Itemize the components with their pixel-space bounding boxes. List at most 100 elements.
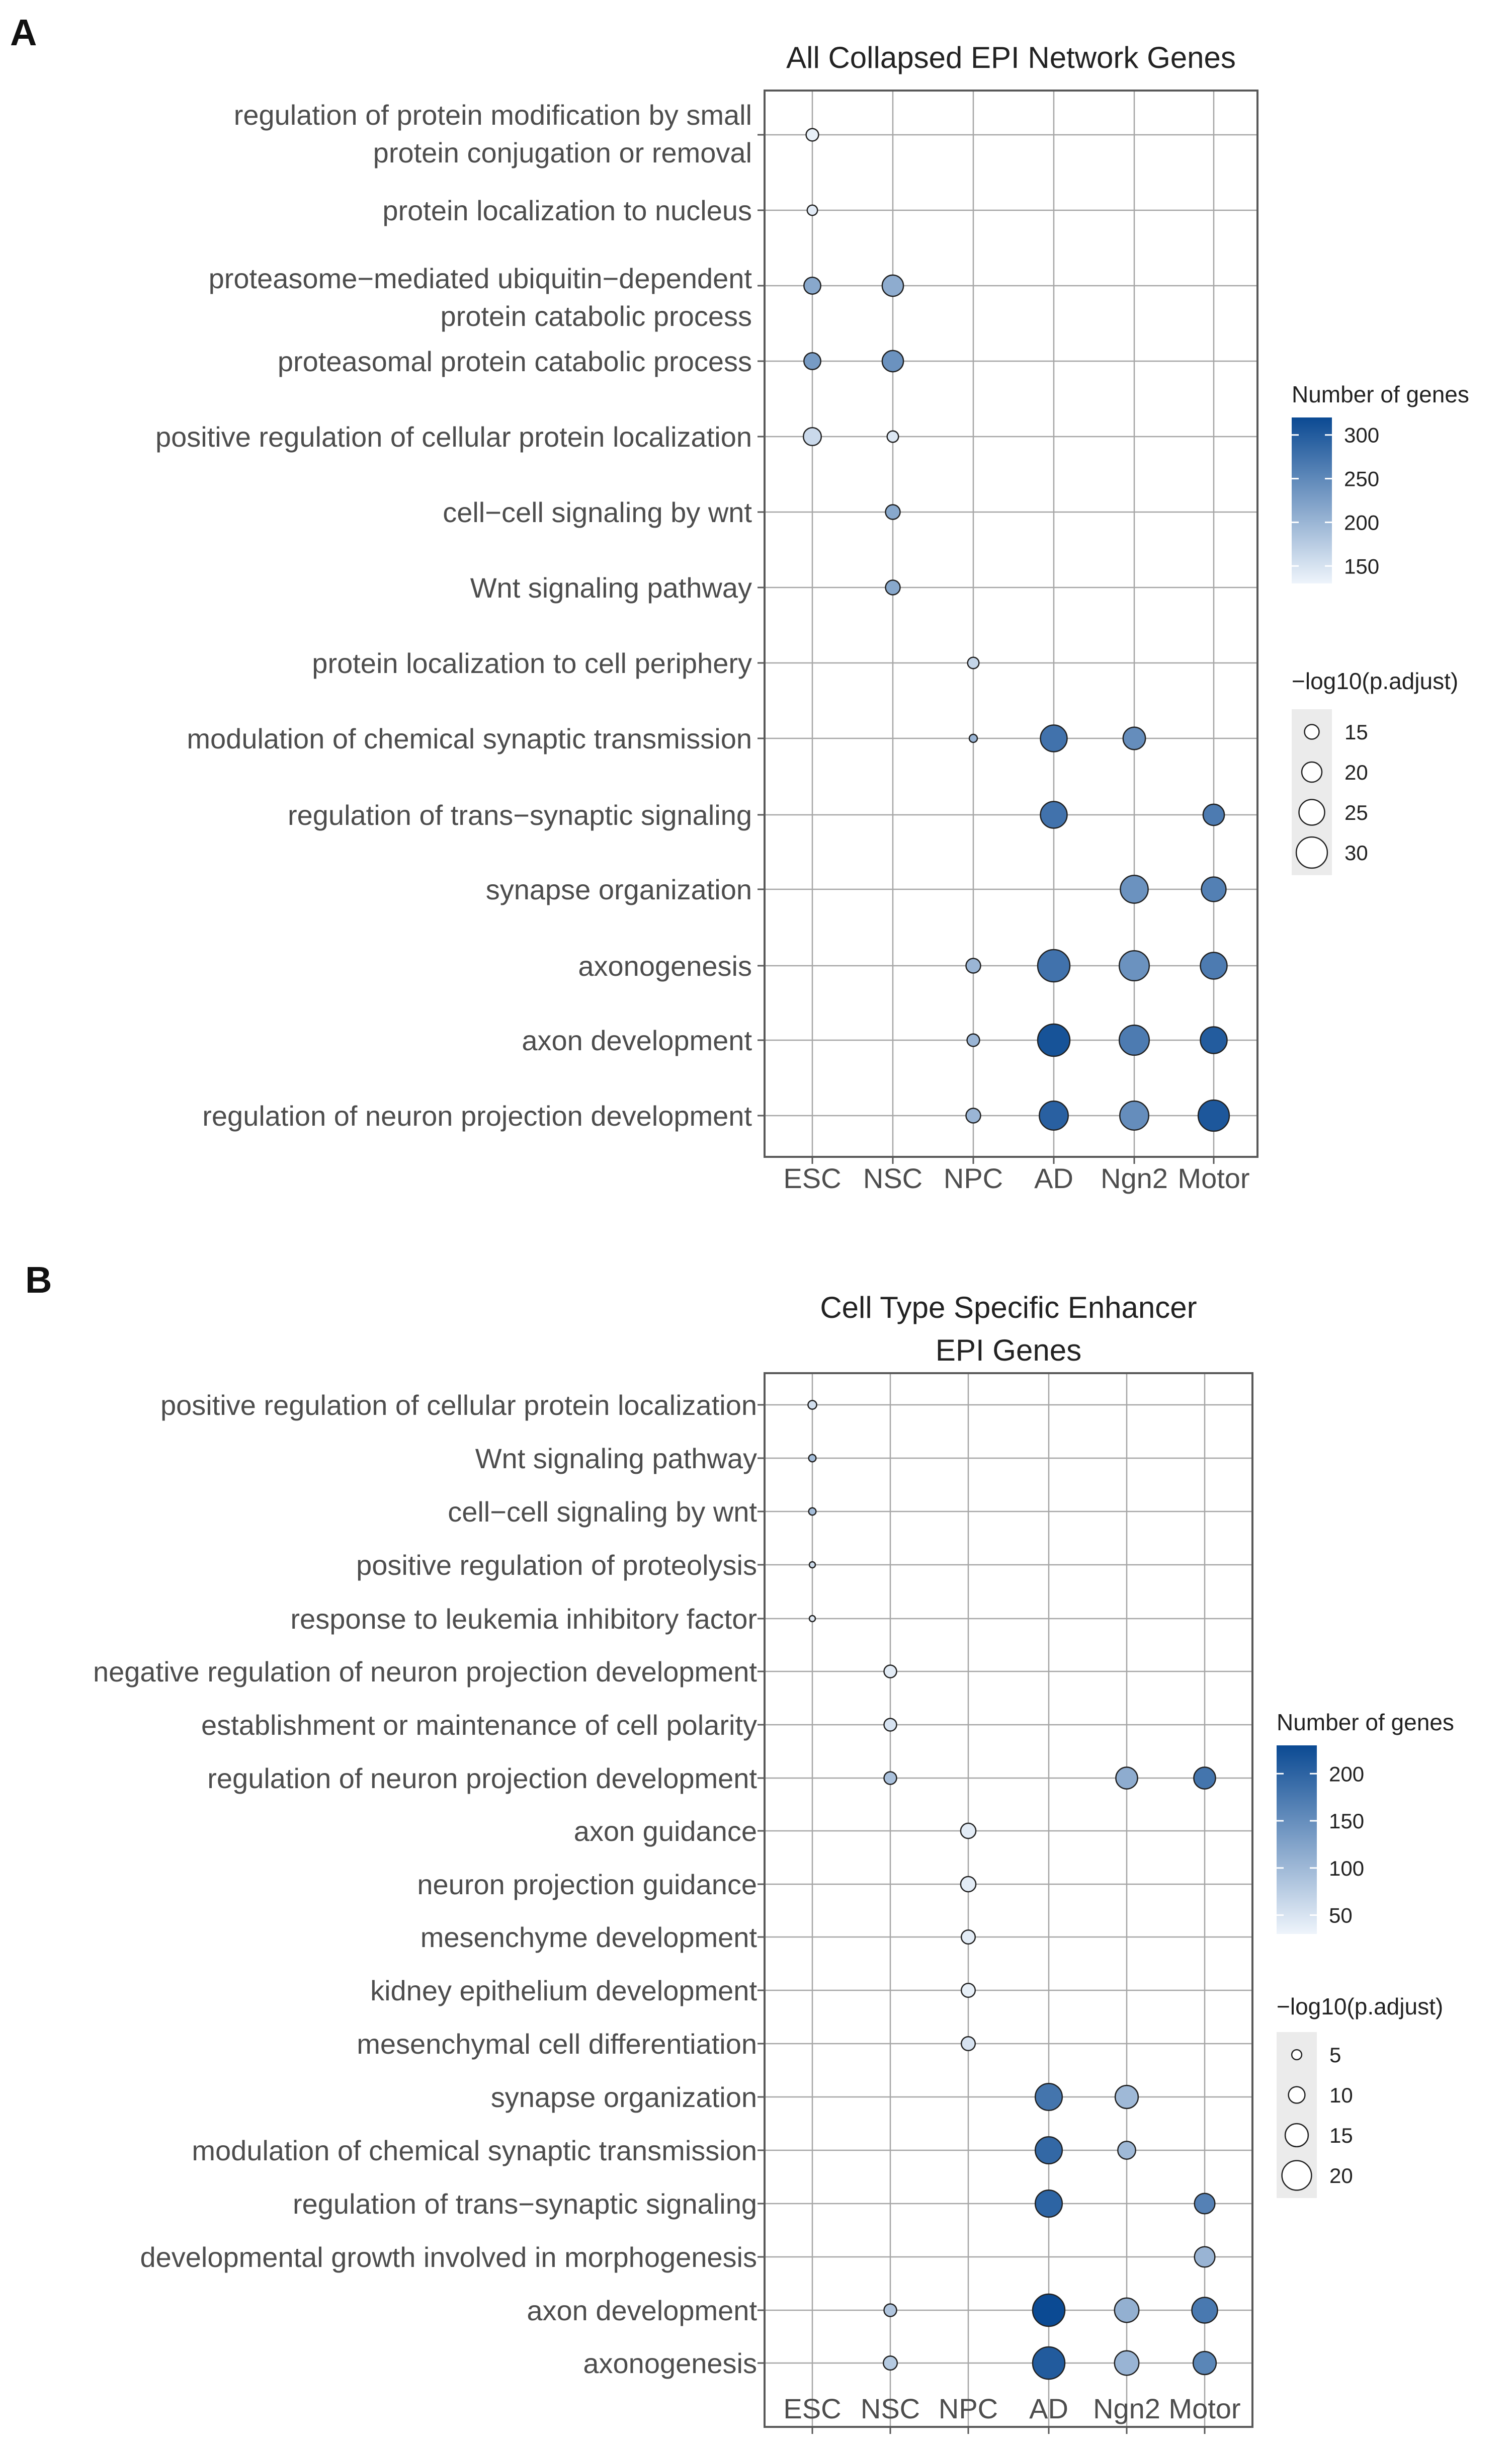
point-nsc-regulation-of-neuron-projection-development: [883, 1771, 897, 1785]
point-ngn2-axonogenesis: [1118, 950, 1150, 982]
point-ad-axonogenesis: [1037, 949, 1071, 983]
point-esc-positive-regulation-of-proteolysis: [808, 1561, 816, 1569]
x-label-ngn2: Ngn2: [1093, 2393, 1160, 2424]
color-legend-bar: [1292, 417, 1332, 583]
x-label-ad: AD: [1034, 1162, 1073, 1194]
y-label-regulation-of-neuron-projection-development: regulation of neuron projection developm…: [202, 1100, 752, 1132]
size-legend-tick-30: 30: [1345, 841, 1368, 865]
point-motor-regulation-of-trans-synaptic-signaling: [1194, 2193, 1216, 2215]
chart-title-line-2: EPI Genes: [936, 1333, 1081, 1367]
point-npc-regulation-of-neuron-projection-development: [965, 1108, 981, 1124]
y-label-axon-development: axon development: [522, 1025, 752, 1056]
point-esc-cell-cell-signaling-by-wnt: [808, 1507, 817, 1516]
point-esc-wnt-signaling-pathway: [808, 1454, 817, 1463]
y-label-synapse-organization: synapse organization: [491, 2081, 757, 2113]
y-label-protein-localization-to-cell-periphery: protein localization to cell periphery: [312, 647, 752, 679]
y-label-axon-guidance: axon guidance: [574, 1815, 757, 1847]
y-label-wnt-signaling-pathway: Wnt signaling pathway: [475, 1443, 757, 1474]
color-legend-title: Number of genes: [1292, 381, 1469, 407]
point-esc-proteasomal-protein-catabolic-process: [803, 352, 821, 370]
panel-a-letter: A: [10, 12, 37, 53]
y-label-proteasomal-protein-catabolic-process: proteasomal protein catabolic process: [278, 346, 752, 377]
panel-a-chart: All Collapsed EPI Network Genes regulatio…: [155, 41, 1469, 1194]
y-label-axonogenesis: axonogenesis: [578, 950, 752, 982]
point-nsc-wnt-signaling-pathway: [885, 579, 901, 596]
point-ngn2-modulation-of-chemical-synaptic-transmission: [1117, 2141, 1136, 2160]
y-label-regulation-of-protein-modification-by-small-prot: protein conjugation or removal: [373, 137, 752, 169]
point-nsc-establishment-or-maintenance-of-cell-polarity: [883, 1718, 897, 1732]
point-npc-mesenchymal-cell-differentiation: [960, 2036, 976, 2052]
point-nsc-axon-development: [883, 2303, 897, 2317]
point-esc-response-to-leukemia-inhibitory-factor: [808, 1615, 816, 1623]
color-legend-tick-50: 50: [1329, 1904, 1353, 1927]
point-nsc-positive-regulation-of-cellular-protein-localiza: [886, 430, 899, 443]
size-legend-tick-5: 5: [1329, 2043, 1341, 2067]
point-nsc-proteasomal-protein-catabolic-process: [881, 350, 904, 373]
point-ngn2-synapse-organization: [1120, 875, 1149, 904]
y-label-neuron-projection-guidance: neuron projection guidance: [417, 1869, 757, 1900]
point-ngn2-regulation-of-neuron-projection-development: [1119, 1101, 1149, 1131]
size-legend-circle-30: [1295, 836, 1328, 869]
color-legend-tick-150: 150: [1329, 1809, 1364, 1833]
y-label-mesenchyme-development: mesenchyme development: [421, 1921, 758, 1953]
color-legend-tick-200: 200: [1329, 1762, 1364, 1786]
x-label-npc: NPC: [944, 1162, 1003, 1194]
y-label-positive-regulation-of-cellular-protein-localiza: positive regulation of cellular protein …: [160, 1389, 757, 1421]
size-legend-circle-20: [1301, 761, 1323, 783]
point-esc-protein-localization-to-nucleus: [806, 204, 818, 216]
size-legend-title: −log10(p.adjust): [1277, 1993, 1443, 2019]
size-legend-circle-15: [1304, 724, 1320, 740]
point-npc-axonogenesis: [965, 958, 981, 974]
point-esc-positive-regulation-of-cellular-protein-localiza: [802, 427, 822, 447]
point-ngn2-axon-development: [1118, 1024, 1150, 1056]
point-motor-axonogenesis: [1200, 952, 1228, 980]
point-npc-mesenchyme-development: [960, 1929, 976, 1945]
point-motor-regulation-of-trans-synaptic-signaling: [1202, 803, 1225, 826]
chart-title: All Collapsed EPI Network Genes: [786, 41, 1236, 74]
point-ad-regulation-of-neuron-projection-development: [1039, 1101, 1069, 1131]
point-motor-regulation-of-neuron-projection-development: [1197, 1099, 1230, 1132]
y-label-cell-cell-signaling-by-wnt: cell−cell signaling by wnt: [443, 496, 752, 528]
point-nsc-proteasome-mediated-ubiquitin-dependent-protein-: [881, 274, 904, 297]
point-ad-axon-development: [1032, 2293, 1066, 2327]
x-label-motor: Motor: [1168, 2393, 1240, 2424]
plot-background: [765, 1373, 1252, 2427]
size-legend-circle-25: [1298, 799, 1325, 826]
point-esc-proteasome-mediated-ubiquitin-dependent-protein-: [803, 277, 821, 295]
size-legend-circle-20: [1281, 2160, 1312, 2191]
point-ad-modulation-of-chemical-synaptic-transmission: [1040, 724, 1068, 752]
y-label-regulation-of-neuron-projection-development: regulation of neuron projection developm…: [207, 1762, 757, 1794]
color-legend-tick-150: 150: [1344, 554, 1379, 578]
size-legend-circle-10: [1288, 2086, 1306, 2104]
point-nsc-negative-regulation-of-neuron-projection-develop: [883, 1664, 897, 1678]
color-legend-bar: [1277, 1745, 1317, 1934]
point-ad-regulation-of-trans-synaptic-signaling: [1040, 801, 1068, 829]
size-legend-tick-25: 25: [1345, 801, 1368, 824]
point-esc-positive-regulation-of-cellular-protein-localiza: [807, 1400, 817, 1410]
y-label-response-to-leukemia-inhibitory-factor: response to leukemia inhibitory factor: [290, 1603, 757, 1635]
color-legend-tick-250: 250: [1344, 467, 1379, 491]
color-legend-tick-300: 300: [1344, 424, 1379, 447]
size-legend-tick-15: 15: [1345, 720, 1368, 744]
point-npc-axon-guidance: [960, 1822, 977, 1839]
y-label-kidney-epithelium-development: kidney epithelium development: [370, 1975, 757, 2006]
point-motor-regulation-of-neuron-projection-development: [1193, 1766, 1216, 1790]
size-legend-tick-15: 15: [1329, 2124, 1353, 2147]
color-legend-tick-200: 200: [1344, 511, 1379, 534]
y-label-cell-cell-signaling-by-wnt: cell−cell signaling by wnt: [448, 1496, 757, 1528]
plot-frame: [764, 1372, 1253, 2428]
point-motor-axonogenesis: [1192, 2350, 1217, 2376]
y-label-axon-development: axon development: [527, 2295, 757, 2326]
y-label-positive-regulation-of-cellular-protein-localiza: positive regulation of cellular protein …: [155, 421, 752, 453]
color-legend-tick-100: 100: [1329, 1857, 1364, 1880]
point-ad-axon-development: [1037, 1023, 1071, 1057]
size-legend-tick-20: 20: [1345, 761, 1368, 784]
y-label-positive-regulation-of-proteolysis: positive regulation of proteolysis: [356, 1549, 757, 1581]
plot-background: [765, 91, 1257, 1157]
x-label-motor: Motor: [1178, 1162, 1249, 1194]
point-nsc-axonogenesis: [882, 2355, 898, 2371]
y-label-regulation-of-trans-synaptic-signaling: regulation of trans−synaptic signaling: [288, 799, 752, 831]
x-label-ngn2: Ngn2: [1101, 1162, 1168, 1194]
point-ad-axonogenesis: [1032, 2346, 1066, 2380]
x-label-nsc: NSC: [861, 2393, 920, 2424]
